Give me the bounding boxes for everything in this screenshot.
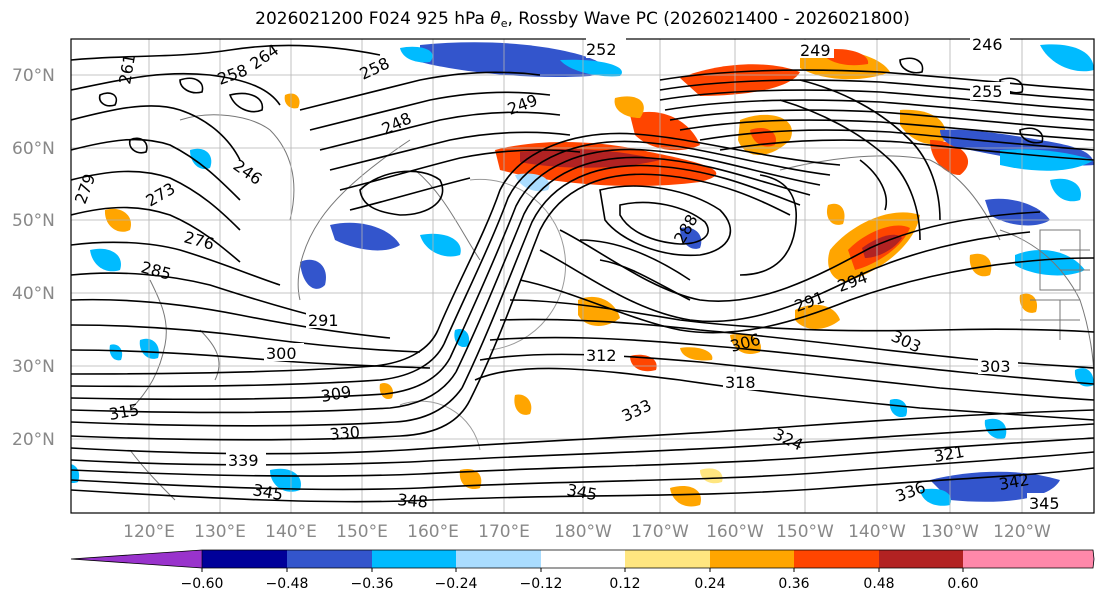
lat-label: 30°N <box>12 357 55 377</box>
lat-label: 70°N <box>12 66 55 86</box>
colorbar-segment <box>287 550 372 568</box>
lon-label: 120°W <box>993 522 1051 542</box>
colorbar-tick-label: −0.12 <box>520 576 563 592</box>
lon-label: 160°E <box>407 522 459 542</box>
contour-label: 348 <box>397 490 429 512</box>
colorbar-tick-label: 0.36 <box>778 576 809 592</box>
map-panel <box>71 39 1094 513</box>
theta-e-contours <box>71 44 1094 503</box>
lat-label: 50°N <box>12 211 55 231</box>
contour-label: 312 <box>586 346 617 365</box>
colorbar-segment <box>372 550 456 568</box>
lon-label: 160°W <box>706 522 764 542</box>
lat-label: 20°N <box>12 430 55 450</box>
colorbar-tick-label: 0.12 <box>609 576 640 592</box>
contour-label: 339 <box>228 451 259 470</box>
lon-label: 180°W <box>554 522 612 542</box>
contour-label: 291 <box>308 311 339 330</box>
lat-label: 60°N <box>12 139 55 159</box>
contour-label: 330 <box>329 422 361 444</box>
colorbar-segment <box>710 550 794 568</box>
contour-label: 300 <box>266 344 297 363</box>
lat-label: 40°N <box>12 284 55 304</box>
colorbar-segment <box>794 550 879 568</box>
lon-label: 130°W <box>921 522 979 542</box>
map-frame <box>70 38 1095 514</box>
colorbar-segment <box>202 550 287 568</box>
colorbar: −0.60 −0.48 −0.36 −0.24 −0.12 0.12 0.24 … <box>70 549 1095 592</box>
contour-label: 249 <box>800 41 831 60</box>
lon-label: 150°E <box>336 522 388 542</box>
lon-label: 150°W <box>776 522 834 542</box>
latitude-labels: 70°N 60°N 50°N 40°N 30°N 20°N <box>12 66 55 450</box>
colorbar-tick-label: −0.60 <box>181 576 224 592</box>
colorbar-segment <box>963 550 1093 568</box>
colorbar-segment <box>879 550 963 568</box>
contour-label: 255 <box>972 82 1003 101</box>
contour-label: 252 <box>586 40 617 59</box>
colorbar-segment <box>541 550 625 568</box>
colorbar-tick-label: −0.36 <box>351 576 394 592</box>
colorbar-tick-label: −0.24 <box>435 576 478 592</box>
longitude-labels: 120°E 130°E 140°E 150°E 160°E 170°E 180°… <box>123 522 1051 542</box>
contour-label: 318 <box>725 373 756 392</box>
lon-label: 170°E <box>478 522 530 542</box>
contour-label: 246 <box>972 35 1003 54</box>
colorbar-tick-label: 0.60 <box>947 576 978 592</box>
lon-label: 120°E <box>123 522 175 542</box>
colorbar-segment <box>625 550 710 568</box>
colorbar-segment <box>71 550 202 568</box>
lon-label: 130°E <box>194 522 246 542</box>
contour-label: 303 <box>980 357 1011 376</box>
contour-label: 345 <box>1029 494 1060 513</box>
colorbar-tick-label: 0.24 <box>694 576 725 592</box>
colorbar-tick-label: −0.48 <box>266 576 309 592</box>
lon-label: 140°E <box>265 522 317 542</box>
lon-label: 170°W <box>631 522 689 542</box>
map-title: 2026021200 F024 925 hPa θe, Rossby Wave … <box>255 9 910 30</box>
colorbar-tick-label: 0.48 <box>863 576 894 592</box>
colorbar-segment <box>456 550 541 568</box>
graticule <box>71 39 1094 513</box>
lon-label: 140°W <box>848 522 906 542</box>
